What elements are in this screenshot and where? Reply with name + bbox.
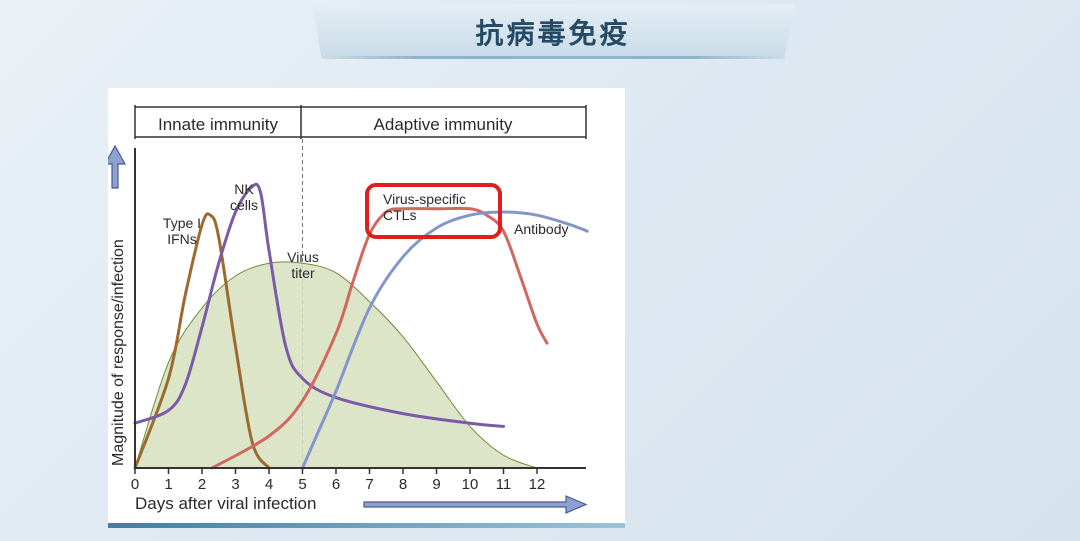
phase-header: Innate immunity Adaptive immunity (134, 105, 587, 139)
x-tick-label: 6 (332, 476, 340, 493)
antibody-line (301, 210, 589, 470)
page-title: 抗病毒免疫 (475, 16, 631, 50)
figure-bottom-bar (108, 523, 625, 528)
x-tick-label: 0 (131, 476, 139, 493)
nk-cells-line (133, 182, 505, 428)
x-axis-arrow (363, 495, 588, 514)
x-tick-label: 5 (298, 476, 306, 493)
x-tick-label: 8 (399, 476, 407, 493)
x-tick-label: 3 (231, 476, 239, 493)
type-i-ifns-label: Type I IFNs (163, 215, 201, 247)
virus-specific-ctls-line (210, 206, 549, 470)
virus-specific-ctls-label: Virus-specific CTLs (383, 191, 466, 223)
adaptive-immunity-label: Adaptive immunity (374, 115, 513, 134)
virus-titer-area (134, 261, 538, 469)
y-axis-label: Magnitude of response/infection (110, 239, 127, 466)
x-tick-label: 10 (462, 476, 479, 493)
y-axis-arrow (103, 144, 127, 189)
antibody-label: Antibody (514, 221, 568, 237)
innate-immunity-label: Innate immunity (158, 115, 278, 134)
x-tick-label: 2 (198, 476, 206, 493)
type-i-ifns-line (133, 212, 271, 470)
nk-cells-label: NK cells (230, 181, 258, 213)
x-tick-label: 12 (529, 476, 546, 493)
x-tick-label: 7 (365, 476, 373, 493)
x-tick-label: 11 (496, 476, 512, 493)
ctl-highlight-box (365, 183, 502, 239)
x-tick-label: 4 (265, 476, 273, 493)
virus-titer-label: Virus titer (287, 249, 319, 281)
figure-card: Innate immunity Adaptive immunity Type I… (103, 88, 625, 528)
x-axis-label: Days after viral infection (135, 494, 316, 513)
x-tick-label: 9 (432, 476, 440, 493)
x-tick-label: 1 (164, 476, 172, 493)
immune-response-chart: Innate immunity Adaptive immunity Type I… (103, 105, 589, 514)
title-banner: 抗病毒免疫 (312, 4, 794, 59)
